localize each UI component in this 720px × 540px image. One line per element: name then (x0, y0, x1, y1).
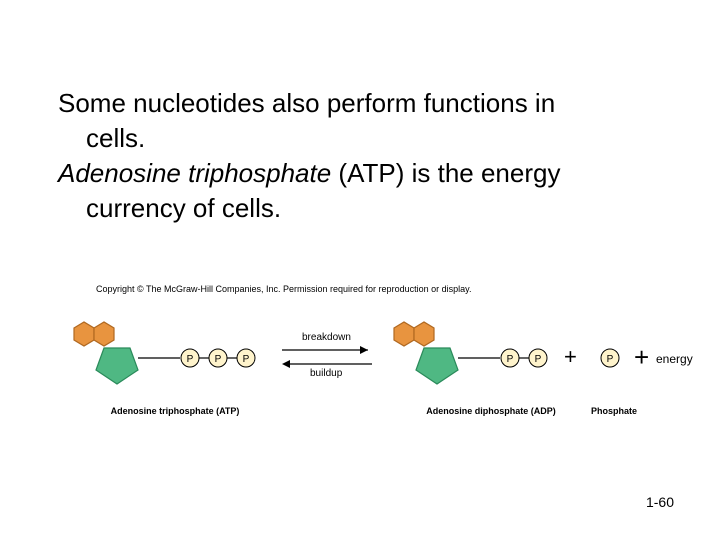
arrow-back-head (282, 360, 290, 368)
p-label-2: P (215, 354, 222, 365)
p-label-1: P (187, 354, 194, 365)
p-label-3: P (243, 354, 250, 365)
text-line-3: Adenosine triphosphate (ATP) is the ener… (58, 156, 658, 191)
adp-label: Adenosine diphosphate (ADP) (406, 406, 576, 416)
page-number: 1-60 (646, 494, 674, 510)
p-label-free: P (607, 354, 614, 365)
p-label-4: P (507, 354, 514, 365)
plus-sign-1: + (564, 344, 577, 370)
breakdown-label: breakdown (302, 332, 351, 343)
text-line-1: Some nucleotides also perform functions … (58, 86, 658, 121)
p-label-5: P (535, 354, 542, 365)
atp-molecule: P P P (74, 322, 255, 384)
atp-reaction-diagram: P P P P P (50, 310, 690, 440)
adenine-hex-2 (94, 322, 114, 346)
adenine-hex-2b (414, 322, 434, 346)
text-line-3b: (ATP) is the energy (331, 158, 560, 188)
slide-text: Some nucleotides also perform functions … (58, 86, 658, 226)
adenine-hex-1 (74, 322, 94, 346)
ribose-pentagon (96, 348, 138, 384)
free-phosphate: P (601, 349, 619, 367)
ribose-pentagon-b (416, 348, 458, 384)
arrow-forward-head (360, 346, 368, 354)
reaction-arrows (282, 346, 372, 368)
phosphate-label: Phosphate (584, 406, 644, 416)
diagram-svg: P P P P P (50, 310, 690, 440)
atp-term: Adenosine triphosphate (58, 158, 331, 188)
text-line-2: cells. (58, 121, 658, 156)
plus-sign-2: + (634, 342, 649, 373)
adenine-hex-1b (394, 322, 414, 346)
buildup-label: buildup (310, 368, 342, 379)
energy-label: energy (656, 352, 693, 366)
text-line-4: currency of cells. (58, 191, 658, 226)
copyright-notice: Copyright © The McGraw-Hill Companies, I… (96, 284, 471, 294)
adp-molecule: P P (394, 322, 547, 384)
atp-label: Adenosine triphosphate (ATP) (90, 406, 260, 416)
